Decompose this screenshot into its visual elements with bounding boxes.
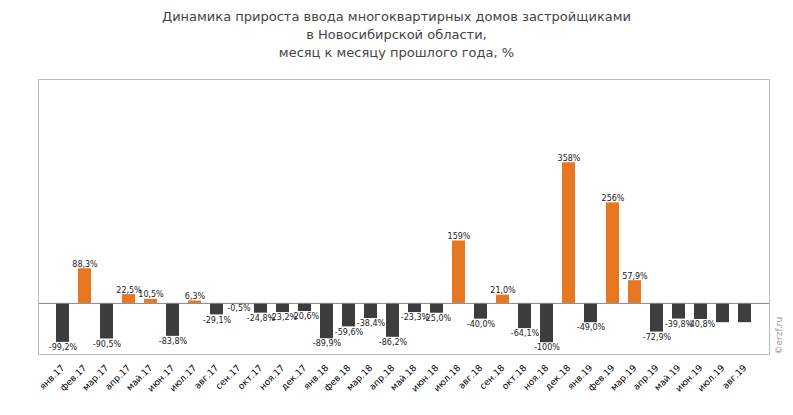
- svg-text:21,0%: 21,0%: [490, 286, 516, 295]
- svg-text:-83,8%: -83,8%: [159, 337, 188, 346]
- svg-text:мар.19: мар.19: [608, 362, 639, 393]
- svg-text:апр.19: апр.19: [631, 362, 661, 392]
- svg-text:-49,0%: -49,0%: [577, 323, 606, 332]
- svg-text:-29,1%: -29,1%: [203, 315, 232, 324]
- svg-text:-90,5%: -90,5%: [93, 339, 122, 348]
- svg-text:-99,2%: -99,2%: [49, 343, 78, 352]
- svg-text:окт.18: окт.18: [499, 362, 529, 391]
- svg-text:-23,2%: -23,2%: [268, 312, 298, 322]
- svg-text:-100%: -100%: [534, 343, 560, 352]
- svg-text:159%: 159%: [448, 232, 471, 241]
- svg-text:-20,6%: -20,6%: [291, 312, 320, 321]
- svg-text:88,3%: 88,3%: [72, 259, 98, 268]
- svg-text:дек.17: дек.17: [279, 362, 309, 392]
- svg-text:-25,0%: -25,0%: [423, 313, 452, 322]
- svg-text:-72,9%: -72,9%: [643, 332, 672, 341]
- svg-text:-40,8%: -40,8%: [687, 320, 716, 329]
- svg-text:сен.18: сен.18: [477, 362, 507, 391]
- svg-text:июл.17: июл.17: [168, 362, 199, 393]
- svg-text:-89,9%: -89,9%: [313, 339, 342, 348]
- svg-text:6,3%: 6,3%: [185, 292, 206, 301]
- svg-text:©erzf.ru: ©erzf.ru: [774, 316, 784, 354]
- svg-text:янв.18: янв.18: [301, 362, 331, 392]
- svg-text:авг.18: авг.18: [456, 362, 485, 391]
- svg-text:мар.18: мар.18: [344, 362, 375, 393]
- svg-text:-59,6%: -59,6%: [335, 327, 364, 336]
- svg-text:апр.18: апр.18: [367, 362, 397, 392]
- svg-text:-64,1%: -64,1%: [511, 329, 540, 338]
- svg-text:ноя.18: ноя.18: [521, 362, 551, 392]
- svg-text:фев.19: фев.19: [586, 362, 617, 393]
- svg-text:окт.17: окт.17: [235, 362, 265, 391]
- svg-text:июн.17: июн.17: [145, 362, 177, 394]
- svg-text:-39,8%: -39,8%: [664, 319, 694, 329]
- svg-text:авг.17: авг.17: [192, 362, 221, 391]
- svg-text:-86,2%: -86,2%: [379, 338, 408, 347]
- svg-text:-38,4%: -38,4%: [357, 319, 386, 328]
- svg-text:май.18: май.18: [388, 362, 419, 393]
- svg-text:апр.17: апр.17: [103, 362, 133, 392]
- svg-text:358%: 358%: [558, 153, 581, 162]
- svg-text:июн.19: июн.19: [673, 362, 705, 394]
- svg-text:-40,0%: -40,0%: [467, 319, 496, 328]
- svg-text:фев.18: фев.18: [322, 362, 353, 393]
- svg-text:июл.19: июл.19: [696, 362, 727, 393]
- svg-text:дек.18: дек.18: [543, 362, 573, 392]
- svg-text:сен.17: сен.17: [213, 362, 243, 391]
- svg-text:256%: 256%: [602, 193, 625, 202]
- svg-text:-23,3%: -23,3%: [400, 312, 430, 322]
- svg-text:янв.17: янв.17: [37, 362, 67, 392]
- svg-text:май.17: май.17: [124, 362, 155, 393]
- html-text:Динамика прироста ввода многок: Динамика прироста ввода многоквартирных …: [162, 9, 631, 61]
- svg-text:10,5%: 10,5%: [138, 290, 164, 299]
- svg-text:мар.17: мар.17: [80, 362, 111, 393]
- svg-text:авг.19: авг.19: [720, 362, 748, 390]
- svg-text:-0,5%: -0,5%: [227, 304, 251, 313]
- svg-text:22,5%: 22,5%: [116, 285, 142, 295]
- svg-text:май.19: май.19: [652, 362, 683, 393]
- svg-text:фев.17: фев.17: [58, 362, 89, 393]
- svg-text:-24,8%: -24,8%: [246, 313, 276, 323]
- svg-text:57,9%: 57,9%: [622, 271, 648, 280]
- svg-text:июн.18: июн.18: [409, 362, 441, 394]
- svg-text:июл.18: июл.18: [432, 362, 463, 393]
- svg-text:янв.19: янв.19: [565, 362, 595, 392]
- svg-text:ноя.17: ноя.17: [257, 362, 287, 392]
